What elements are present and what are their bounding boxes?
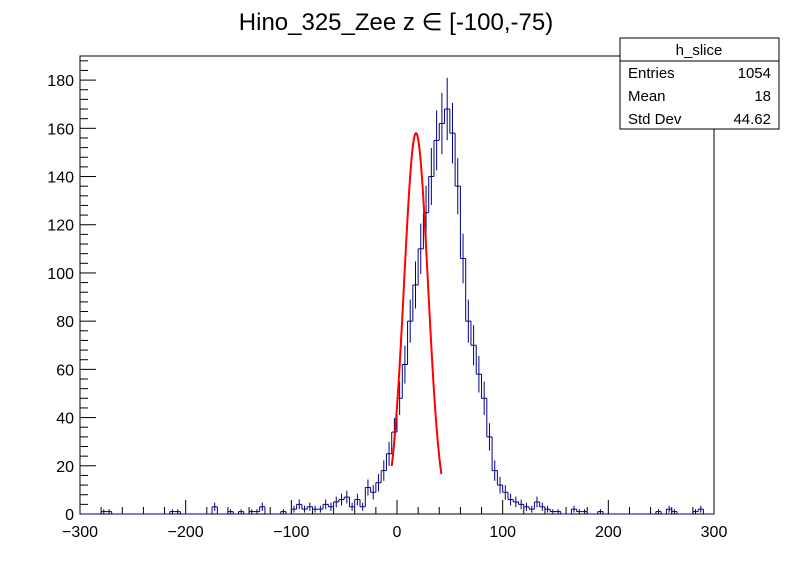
stats-entries-value: 1054 bbox=[738, 65, 771, 82]
y-tick-label: 180 bbox=[47, 73, 74, 90]
y-tick-label: 160 bbox=[47, 121, 74, 138]
y-axis: 0 20 40 60 80 100 120 140 160 180 bbox=[47, 60, 96, 524]
stats-box-frame bbox=[619, 37, 780, 130]
x-tick-label: 300 bbox=[701, 524, 728, 541]
x-tick-label: −300 bbox=[62, 524, 98, 541]
y-tick-label: 60 bbox=[56, 362, 74, 379]
y-tick-label: 20 bbox=[56, 459, 74, 476]
y-tick-label: 140 bbox=[47, 170, 74, 187]
x-tick-label: −200 bbox=[168, 524, 204, 541]
x-axis: −300 −200 −100 0 100 200 300 bbox=[62, 500, 727, 541]
stats-mean-label: Mean bbox=[628, 88, 666, 105]
stats-box: h_slice Entries 1054 Mean 18 Std Dev 44.… bbox=[619, 37, 780, 130]
plot-frame bbox=[79, 55, 715, 515]
histogram-bars bbox=[80, 108, 714, 515]
y-tick-label: 40 bbox=[56, 411, 74, 428]
y-tick-label: 120 bbox=[47, 218, 74, 235]
stats-stddev-label: Std Dev bbox=[628, 111, 682, 128]
y-tick-label: 100 bbox=[47, 266, 74, 283]
stats-mean-value: 18 bbox=[754, 88, 771, 105]
y-tick-label: 0 bbox=[65, 507, 74, 524]
stats-box-name: h_slice bbox=[676, 42, 723, 59]
x-tick-label: −100 bbox=[273, 524, 309, 541]
stats-stddev-value: 44.62 bbox=[733, 111, 771, 128]
x-tick-label: 100 bbox=[489, 524, 516, 541]
chart-title: Hino_325_Zee z ∈ [-100,-75) bbox=[239, 9, 553, 36]
y-tick-label: 80 bbox=[56, 314, 74, 331]
error-bars bbox=[103, 77, 702, 514]
gaussian-fit-curve bbox=[390, 131, 443, 475]
x-tick-label: 0 bbox=[393, 524, 402, 541]
x-tick-label: 200 bbox=[595, 524, 622, 541]
stats-entries-label: Entries bbox=[628, 65, 675, 82]
